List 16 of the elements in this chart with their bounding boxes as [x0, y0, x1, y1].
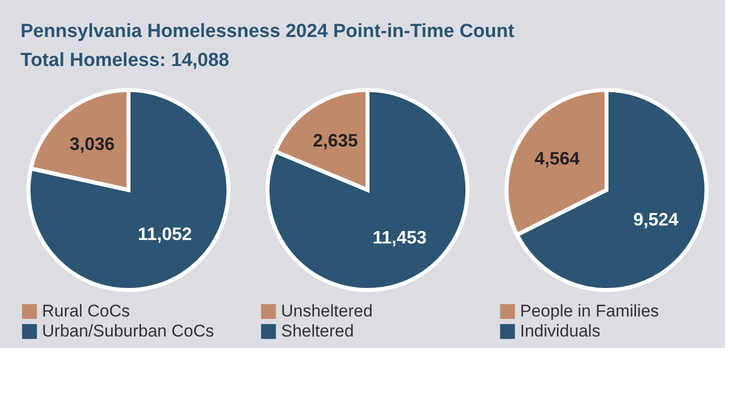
data-label: 11,052 — [138, 224, 192, 244]
chart-title: Pennsylvania Homelessness 2024 Point-in-Time Count — [20, 21, 515, 42]
pie-slice — [266, 88, 470, 292]
legend-label: Rural CoCs — [42, 302, 130, 320]
data-label: 9,524 — [633, 209, 678, 230]
data-label: 4,564 — [534, 148, 580, 169]
pie-slice — [26, 88, 230, 292]
legend-label: Individuals — [520, 322, 600, 340]
legend-label: Unsheltered — [281, 302, 373, 320]
chart-subtitle: Total Homeless: 14,088 — [20, 50, 230, 71]
legend-label: Sheltered — [281, 322, 354, 340]
data-label: 11,453 — [372, 227, 427, 248]
legend-label: Urban/Suburban CoCs — [42, 322, 214, 340]
data-label: 2,635 — [312, 130, 358, 151]
legend-label: People in Families — [520, 302, 659, 320]
data-label: 3,036 — [70, 134, 115, 154]
